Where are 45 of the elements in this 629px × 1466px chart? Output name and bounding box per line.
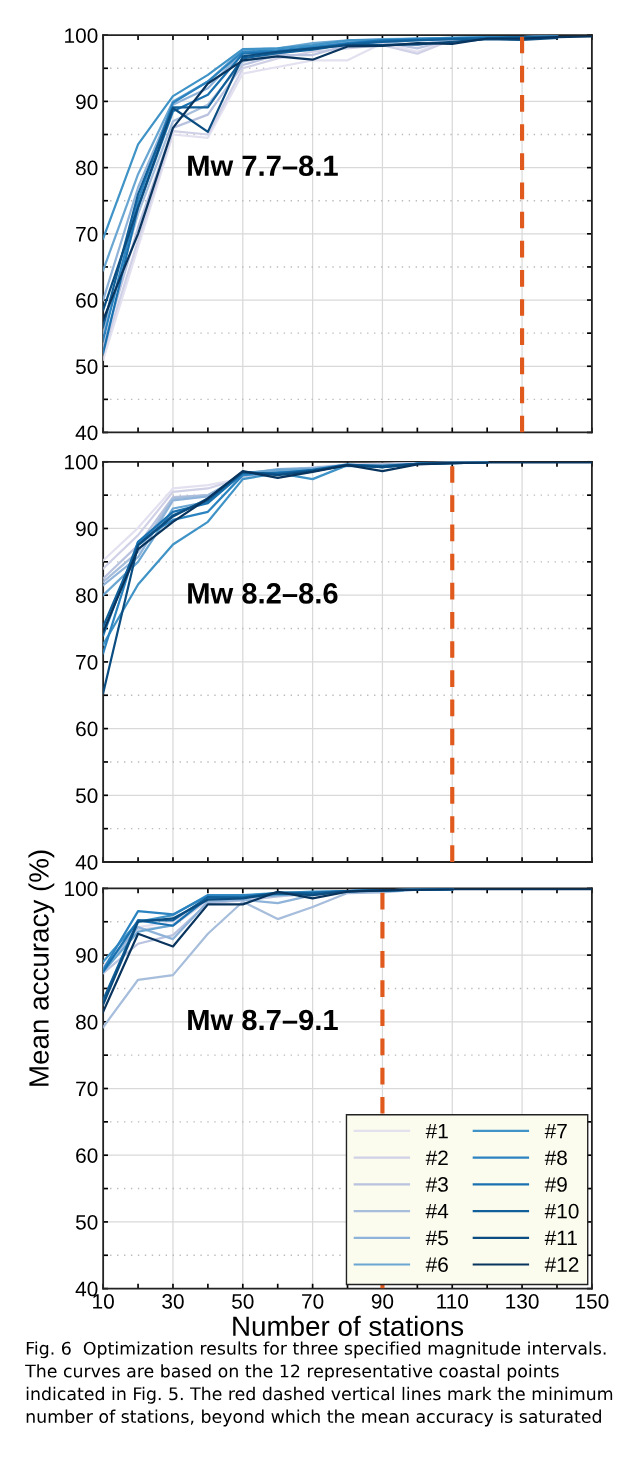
y-tick-label: 90: [76, 94, 98, 110]
annotation: Mw 8.2–8.6: [188, 583, 338, 604]
x-tick-label: 150: [576, 1294, 609, 1309]
y-tick-label: 100: [65, 454, 98, 470]
legend-label: #12: [544, 1257, 579, 1272]
y-tick-label: 50: [75, 1214, 98, 1230]
y-tick-label: 80: [76, 1014, 98, 1030]
legend-label: #10: [544, 1203, 579, 1219]
legend-label: #9: [544, 1177, 567, 1192]
y-tick-label: 40: [75, 855, 98, 870]
x-tick-label: 30: [162, 1294, 184, 1309]
annotation: Mw 8.7–9.1: [188, 1009, 338, 1031]
legend-label: #11: [544, 1230, 577, 1246]
y-tick-label: 50: [75, 359, 98, 375]
y-tick-label: 50: [75, 788, 98, 804]
y-tick-label: 40: [75, 425, 98, 441]
caption: Fig. 6 Optimization results for three specified magnitude intervals. The curves are based on the 12 representative coastal points indicated in Fig. 5. The red dashed vertical lines mark the minimum number of stations, beyond which the mean accuracy is saturated: [25, 1341, 613, 1427]
legend-label: #6: [425, 1257, 448, 1272]
y-tick-label: 80: [76, 588, 98, 603]
y-axis-title: Mean accuracy (%): [28, 850, 55, 1086]
y-tick-label: 60: [76, 1148, 98, 1163]
x-tick-label: 90: [371, 1294, 394, 1309]
legend-label: #5: [425, 1230, 448, 1246]
y-tick-label: 90: [76, 521, 98, 537]
y-tick-label: 60: [76, 721, 98, 737]
legend-label: #2: [425, 1150, 448, 1165]
legend-label: #4: [425, 1204, 449, 1219]
x-tick-label: 50: [232, 1294, 254, 1309]
y-tick-label: 70: [76, 1081, 98, 1097]
x-tick-label: 130: [506, 1294, 539, 1309]
y-tick-label: 70: [76, 226, 98, 242]
x-tick-label: 70: [302, 1294, 324, 1309]
legend-label: #1: [425, 1123, 448, 1139]
y-tick-label: 80: [76, 160, 98, 176]
x-tick-label: 110: [437, 1294, 469, 1309]
legend-label: #7: [544, 1123, 567, 1139]
legend-label: #8: [544, 1150, 567, 1166]
x-axis-title: Number of stations: [233, 1315, 464, 1337]
y-tick-label: 70: [76, 654, 98, 670]
y-tick-label: 100: [65, 881, 98, 897]
annotation: Mw 7.7–8.1: [188, 155, 338, 177]
y-tick-label: 60: [76, 293, 98, 308]
y-tick-label: 90: [76, 948, 98, 963]
legend-label: #3: [425, 1177, 448, 1192]
y-tick-label: 100: [65, 28, 98, 43]
